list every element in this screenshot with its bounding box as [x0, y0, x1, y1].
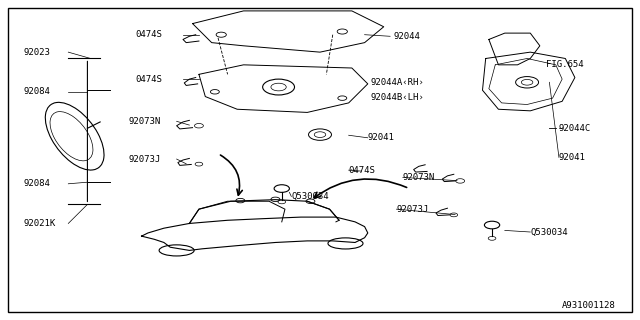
Text: 92021K: 92021K [24, 219, 56, 228]
Text: 92044C: 92044C [559, 124, 591, 133]
Text: 92084: 92084 [24, 87, 51, 96]
Text: 92044: 92044 [394, 32, 420, 41]
Text: 92044A‹RH›: 92044A‹RH› [371, 78, 425, 87]
Text: 92073J: 92073J [129, 155, 161, 164]
Text: 92041: 92041 [368, 133, 395, 142]
Text: 92073N: 92073N [403, 173, 435, 182]
Text: A931001128: A931001128 [562, 301, 616, 310]
Text: 0474S: 0474S [135, 75, 162, 84]
Text: 92084: 92084 [24, 179, 51, 188]
Text: 92073N: 92073N [129, 117, 161, 126]
Text: Q530034: Q530034 [531, 228, 568, 236]
Text: 92023: 92023 [24, 48, 51, 57]
Text: Q530034: Q530034 [291, 192, 329, 201]
Text: 92041: 92041 [559, 153, 586, 162]
Text: FIG.654: FIG.654 [546, 60, 584, 69]
Text: 0474S: 0474S [135, 30, 162, 39]
Text: 92073J: 92073J [396, 205, 429, 214]
Text: 92044B‹LH›: 92044B‹LH› [371, 93, 425, 102]
Text: 0474S: 0474S [349, 166, 376, 175]
